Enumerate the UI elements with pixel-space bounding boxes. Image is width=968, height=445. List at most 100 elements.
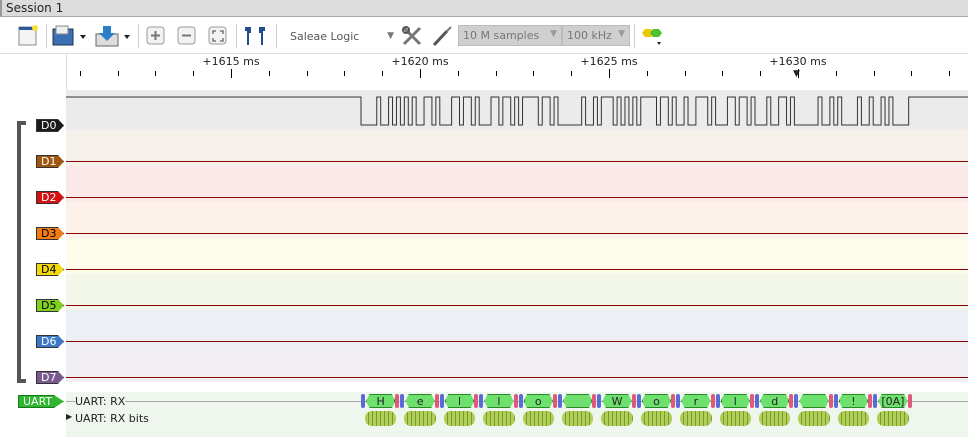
channel-trace-d7: [66, 377, 968, 378]
start-bit-marker: [439, 394, 444, 408]
start-bit-marker: [400, 394, 405, 408]
channel-label-text: D2: [41, 191, 57, 204]
minor-tick: [533, 71, 535, 76]
stop-bit-marker: [553, 394, 557, 408]
stop-bit-marker: [789, 394, 794, 408]
channel-trace-d4: [66, 269, 968, 270]
channel-label-d0[interactable]: D0: [36, 119, 64, 132]
device-settings-icon[interactable]: [400, 24, 424, 48]
markers-icon[interactable]: [242, 24, 268, 48]
time-ruler[interactable]: +1615 ms +1620 ms +1625 ms +1630 ms ▼: [66, 54, 968, 90]
uart-frame[interactable]: o: [523, 394, 553, 408]
time-label: +1615 ms: [202, 55, 260, 68]
channel-label-d6[interactable]: D6: [36, 335, 64, 348]
rate-select[interactable]: 100 kHz ▼: [562, 25, 630, 46]
uart-frame-bits[interactable]: [837, 411, 870, 426]
channel-row-d7: [66, 346, 968, 382]
channel-group-bracket[interactable]: [17, 121, 26, 383]
uart-frame-bits[interactable]: [483, 411, 515, 426]
minor-tick: [684, 71, 686, 76]
minor-tick: [873, 71, 875, 76]
channel-label-text: D0: [41, 119, 57, 132]
uart-frame-bits[interactable]: [443, 411, 476, 426]
d0-signal: [66, 96, 968, 126]
stop-bit-marker: [750, 394, 754, 408]
uart-analyzer-label[interactable]: UART: [18, 395, 64, 408]
minor-tick: [646, 71, 648, 76]
channel-row-d3: [66, 202, 968, 238]
zoom-out-icon[interactable]: [176, 24, 198, 48]
minor-tick: [344, 71, 346, 76]
uart-frame[interactable]: [799, 394, 829, 408]
uart-frame[interactable]: !: [838, 394, 869, 408]
samples-select[interactable]: 10 M samples ▼: [458, 25, 562, 46]
channel-label-d5[interactable]: D5: [36, 299, 64, 312]
channel-row-d5: [66, 274, 968, 310]
start-bit-marker: [873, 394, 878, 408]
uart-frame-bits[interactable]: [798, 411, 830, 426]
chevron-down-icon: ▼: [550, 29, 557, 39]
chevron-down-icon: ▼: [387, 31, 394, 41]
uart-frame-bits[interactable]: [680, 411, 712, 426]
probe-icon[interactable]: [430, 24, 454, 48]
device-select[interactable]: Saleae Logic ▼: [290, 24, 398, 48]
uart-frame[interactable]: [563, 394, 593, 408]
uart-frame[interactable]: d: [760, 394, 790, 408]
uart-frame-bits[interactable]: [562, 411, 594, 426]
channel-label-d3[interactable]: D3: [36, 227, 64, 240]
channel-label-d4[interactable]: D4: [36, 263, 64, 276]
stop-bit-marker: [631, 394, 636, 408]
uart-frame-bits[interactable]: [404, 411, 436, 426]
stop-bit-marker: [828, 394, 833, 408]
uart-frame[interactable]: W: [602, 394, 632, 408]
channel-label-d2[interactable]: D2: [36, 191, 64, 204]
rate-value: 100 kHz: [567, 29, 612, 42]
uart-frame-bits[interactable]: [759, 411, 791, 426]
start-bit-marker: [479, 394, 484, 408]
save-icon[interactable]: [94, 24, 134, 48]
session-tab[interactable]: Session 1: [0, 0, 968, 17]
minor-tick: [155, 71, 157, 76]
uart-frame[interactable]: l: [720, 394, 750, 408]
uart-frame-bits[interactable]: [522, 411, 554, 426]
device-name: Saleae Logic: [290, 29, 360, 43]
time-label: +1620 ms: [391, 55, 449, 68]
uart-frame[interactable]: [0A]: [878, 394, 908, 408]
uart-frame[interactable]: r: [681, 394, 711, 408]
channel-label-text: D6: [41, 335, 57, 348]
uart-frame-bits[interactable]: [601, 411, 633, 426]
start-bit-marker: [558, 394, 562, 408]
zoom-fit-icon[interactable]: [207, 24, 229, 48]
minor-tick: [79, 71, 81, 76]
major-tick: [420, 69, 421, 78]
expand-triangle-icon[interactable]: ▶: [66, 412, 73, 421]
uart-frame-bits[interactable]: [365, 411, 397, 426]
channel-label-d7[interactable]: D7: [36, 371, 64, 384]
uart-frame-bits[interactable]: [719, 411, 751, 426]
uart-frame-bits[interactable]: [877, 411, 909, 426]
new-session-icon[interactable]: [16, 24, 40, 48]
channel-label-d1[interactable]: D1: [36, 155, 64, 168]
channel-label-text: D1: [41, 155, 57, 168]
channel-row-d4: [66, 238, 968, 274]
uart-frame[interactable]: o: [641, 394, 672, 408]
minor-tick: [760, 71, 762, 76]
channel-trace-d3: [66, 233, 968, 234]
uart-frame[interactable]: H: [366, 394, 396, 408]
stop-bit-marker: [474, 394, 479, 408]
zoom-in-icon[interactable]: [145, 24, 167, 48]
uart-frame-bits[interactable]: [640, 411, 673, 426]
start-bit-marker: [636, 394, 641, 408]
uart-rx-label: UART: RX: [75, 395, 126, 408]
analyzer-icon[interactable]: [640, 24, 666, 48]
uart-frame[interactable]: l: [444, 394, 475, 408]
uart-frame[interactable]: l: [484, 394, 514, 408]
minor-tick: [117, 71, 119, 76]
minor-tick: [495, 71, 497, 76]
open-icon[interactable]: [52, 24, 88, 48]
cursor-marker-icon[interactable]: ▼: [793, 69, 800, 79]
channel-label-text: D5: [41, 299, 57, 312]
start-bit-marker: [597, 394, 602, 408]
stop-bit-marker: [868, 394, 873, 408]
uart-frame[interactable]: e: [405, 394, 435, 408]
